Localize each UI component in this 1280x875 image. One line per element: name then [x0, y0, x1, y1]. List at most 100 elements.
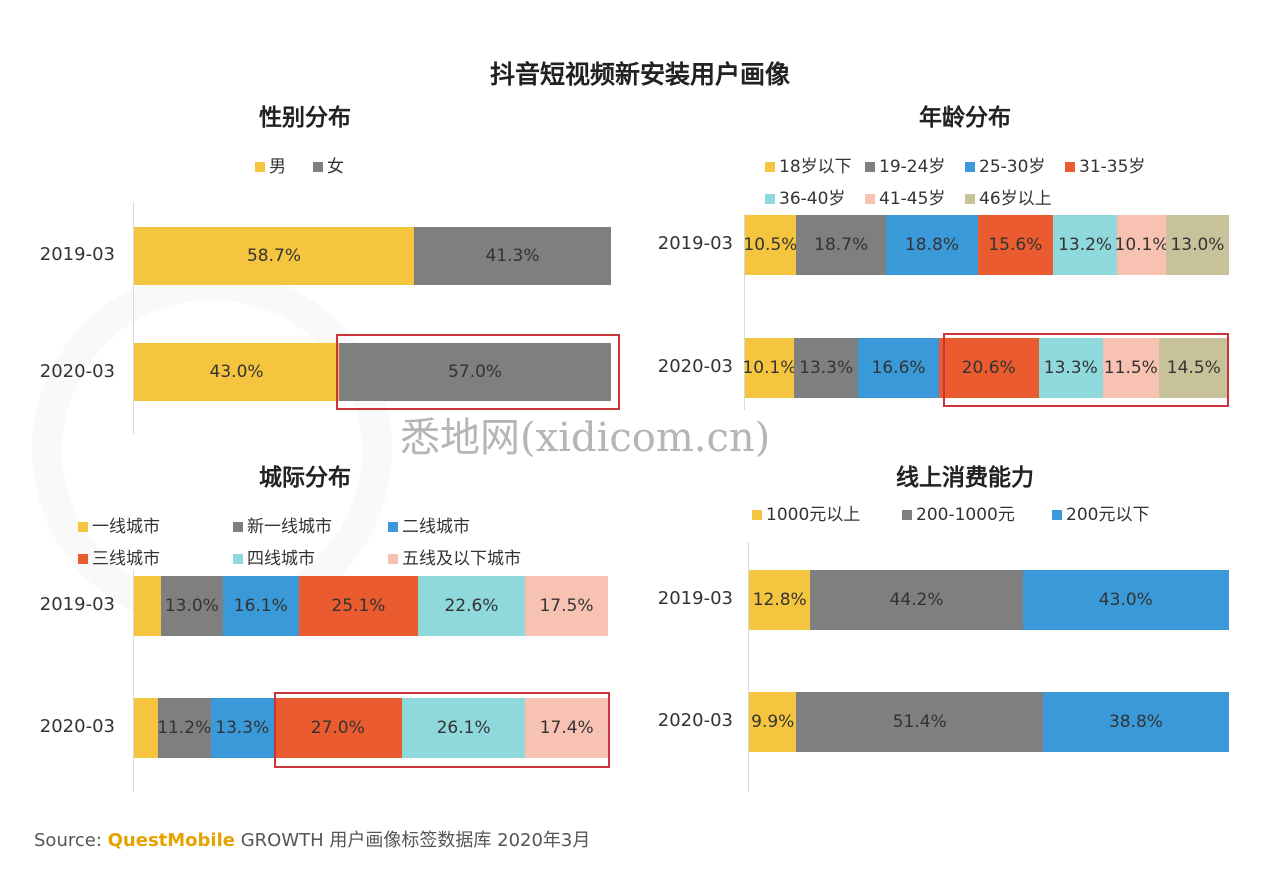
age-data-label: 13.0% — [1170, 235, 1225, 255]
age-bar-segment: 10.1% — [1115, 215, 1169, 275]
age-legend-item: 19-24岁 — [865, 152, 945, 177]
gender-data-label: 58.7% — [246, 246, 301, 266]
city-bar-2019: 13.0% 16.1% 25.1% 22.6% 17.5% — [134, 576, 608, 636]
city-bar-segment: 16.1% — [222, 576, 299, 636]
age-data-label: 10.5% — [743, 235, 798, 255]
age-legend-label: 19-24岁 — [879, 157, 946, 177]
age-bar-2020: 10.1% 13.3% 16.6% 20.6% 13.3% 11.5% 14.5% — [742, 338, 1229, 398]
age-data-label: 13.3% — [799, 358, 854, 378]
gender-legend: 男女 — [255, 152, 455, 177]
spending-data-label: 44.2% — [889, 590, 944, 610]
city-data-label: 16.1% — [233, 596, 288, 616]
gender-bar-segment: 41.3% — [413, 227, 611, 285]
age-legend-item: 31-35岁 — [1065, 152, 1145, 177]
spending-legend-label: 200元以下 — [1066, 505, 1150, 525]
spending-panel: 线上消费能力 1000元以上 200-1000元 200元以下 2019-03 20… — [640, 450, 1280, 810]
age-row-label-2020: 2020-03 — [657, 356, 733, 377]
spending-data-label: 12.8% — [752, 590, 807, 610]
city-legend-swatch — [388, 554, 398, 564]
city-bar-segment: 13.3% — [210, 698, 274, 758]
gender-bar-segment: 58.7% — [134, 227, 414, 285]
city-data-label: 13.0% — [164, 596, 219, 616]
city-legend-item: 三线城市 — [78, 544, 160, 569]
gender-legend-label: 女 — [327, 157, 344, 177]
age-data-label: 20.6% — [961, 358, 1016, 378]
city-bar-segment: 22.6% — [417, 576, 526, 636]
age-data-label: 18.7% — [814, 235, 869, 255]
spending-bar-segment: 44.2% — [810, 570, 1023, 630]
city-data-label: 17.4% — [539, 718, 594, 738]
spending-legend: 1000元以上 200-1000元 200元以下 — [752, 500, 1192, 525]
spending-legend-swatch — [1052, 510, 1062, 520]
age-legend-label: 18岁以下 — [779, 157, 852, 177]
gender-axis-line — [133, 202, 134, 434]
gender-highlight-box — [336, 334, 620, 410]
age-data-label: 14.5% — [1166, 358, 1221, 378]
age-legend-swatch — [865, 194, 875, 204]
age-legend-item: 41-45岁 — [865, 184, 945, 209]
spending-bar-segment: 9.9% — [749, 692, 797, 752]
spending-data-label: 51.4% — [892, 712, 947, 732]
city-bar-segment: 17.5% — [525, 576, 608, 636]
city-legend-item: 四线城市 — [233, 544, 315, 569]
spending-legend-label: 1000元以上 — [766, 505, 861, 525]
city-axis-line — [133, 570, 134, 792]
spending-axis-line — [748, 542, 749, 792]
city-bar-segment: 25.1% — [298, 576, 418, 636]
age-data-label: 11.5% — [1103, 358, 1158, 378]
city-legend-label: 二线城市 — [402, 517, 470, 537]
city-legend-item: 五线及以下城市 — [388, 544, 521, 569]
spending-legend-item: 1000元以上 — [752, 500, 860, 525]
city-row-label-2020: 2020-03 — [39, 716, 115, 737]
city-legend-label: 五线及以下城市 — [402, 549, 521, 569]
city-bar-segment: 27.0% — [273, 698, 402, 758]
city-bar-segment — [134, 698, 158, 758]
spending-data-label: 38.8% — [1108, 712, 1163, 732]
age-legend-label: 41-45岁 — [879, 189, 946, 209]
age-legend-item: 18岁以下 — [765, 152, 852, 177]
city-data-label: 26.1% — [436, 718, 491, 738]
age-row-label-2019: 2019-03 — [657, 233, 733, 254]
gender-data-label: 43.0% — [209, 362, 264, 382]
city-legend-label: 新一线城市 — [247, 517, 332, 537]
city-legend-label: 三线城市 — [92, 549, 160, 569]
gender-legend-item: 女 — [313, 152, 344, 177]
city-legend-item: 新一线城市 — [233, 512, 332, 537]
age-bar-segment: 13.0% — [1165, 215, 1229, 275]
age-legend-item: 36-40岁 — [765, 184, 845, 209]
age-data-label: 13.2% — [1058, 235, 1113, 255]
city-bar-segment: 13.0% — [161, 576, 223, 636]
age-legend-label: 31-35岁 — [1079, 157, 1146, 177]
gender-panel: 性别分布 男女 2019-03 2020-03 58.7% 41.3% 43.0%… — [0, 90, 640, 440]
gender-panel-title: 性别分布 — [259, 105, 351, 131]
age-legend-swatch — [765, 162, 775, 172]
city-bar-segment: 17.4% — [525, 698, 608, 758]
spending-bar-2020: 9.9% 51.4% 38.8% — [749, 692, 1229, 752]
age-panel: 年龄分布 18岁以下 19-24岁 25-30岁 31-35岁 36-40岁 41-45岁… — [640, 90, 1280, 440]
city-data-label: 25.1% — [331, 596, 386, 616]
city-bar-segment — [134, 576, 162, 636]
age-bar-segment: 15.6% — [977, 215, 1054, 275]
age-highlight-box — [943, 333, 1229, 407]
age-data-label: 16.6% — [871, 358, 926, 378]
city-data-label: 27.0% — [310, 718, 365, 738]
source-rest: GROWTH 用户画像标签数据库 2020年3月 — [240, 830, 591, 851]
city-legend-swatch — [233, 554, 243, 564]
city-data-label: 13.3% — [215, 718, 270, 738]
age-legend-item: 25-30岁 — [965, 152, 1045, 177]
gender-legend-item: 男 — [255, 152, 286, 177]
spending-legend-label: 200-1000元 — [916, 505, 1015, 525]
city-row-label-2019: 2019-03 — [39, 594, 115, 615]
main-title: 抖音短视频新安装用户画像 — [489, 60, 790, 89]
age-data-label: 15.6% — [988, 235, 1043, 255]
spending-legend-item: 200元以下 — [1052, 500, 1149, 525]
gender-legend-label: 男 — [269, 157, 286, 177]
age-bar-segment: 13.3% — [1038, 338, 1103, 398]
age-panel-title: 年龄分布 — [919, 105, 1011, 131]
spending-bar-segment: 12.8% — [749, 570, 811, 630]
age-bar-segment: 18.7% — [795, 215, 887, 275]
age-bar-segment: 13.3% — [793, 338, 859, 398]
age-bar-segment: 10.1% — [742, 338, 796, 398]
city-legend-swatch — [388, 522, 398, 532]
age-bar-segment: 10.5% — [743, 215, 798, 275]
